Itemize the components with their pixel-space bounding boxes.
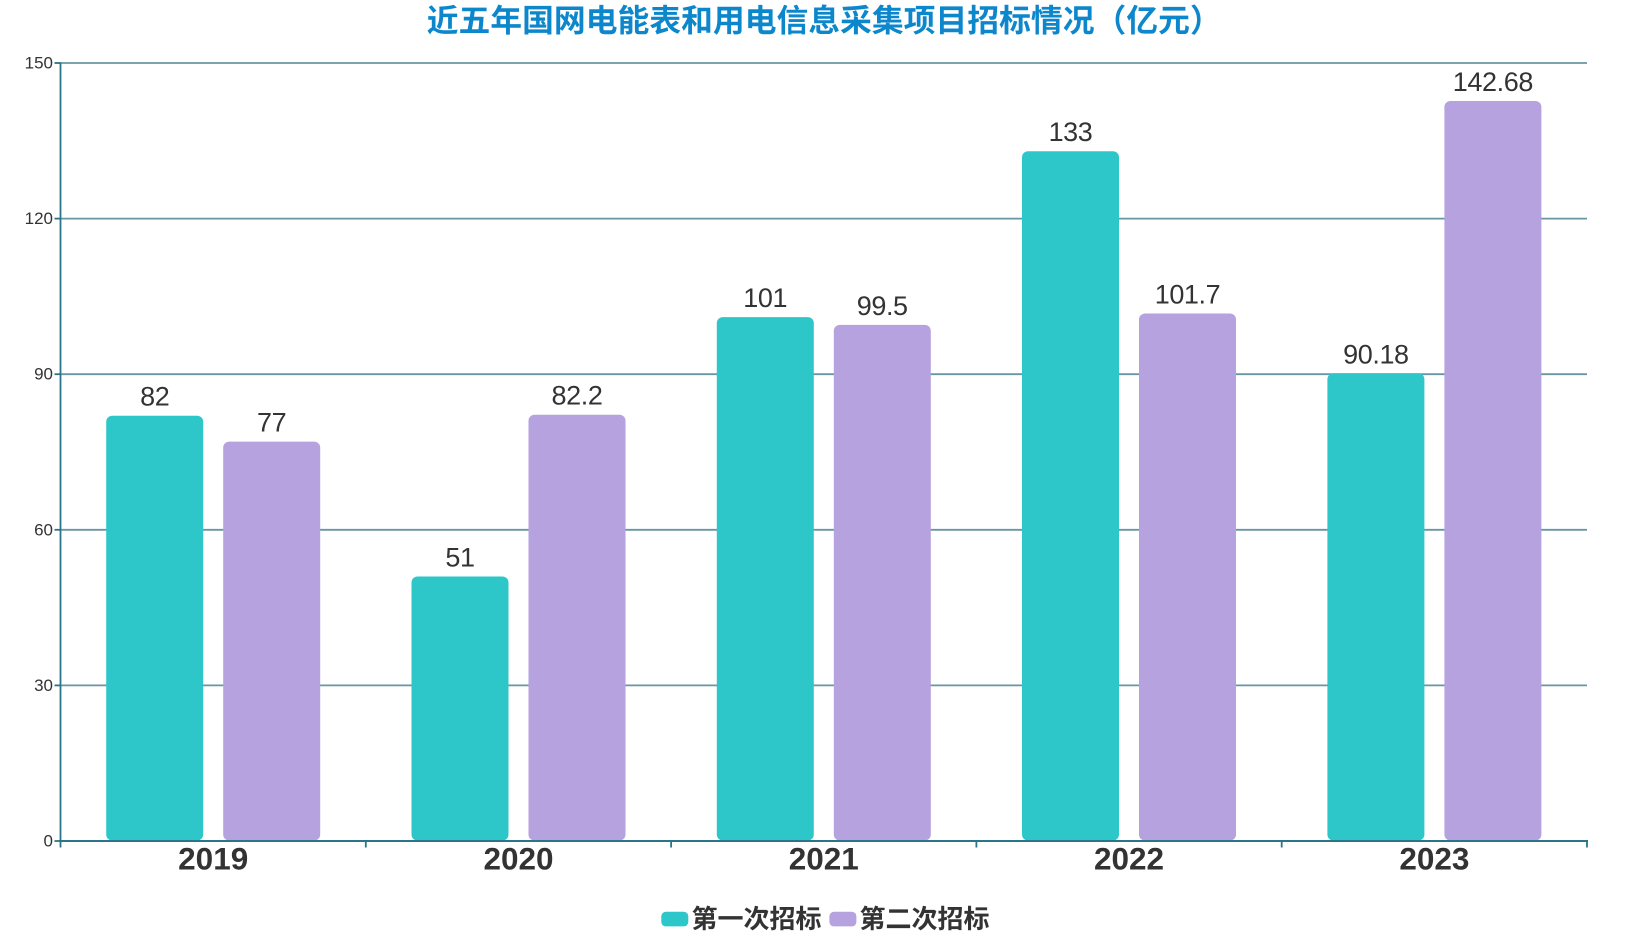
svg-text:30: 30 xyxy=(34,676,53,695)
svg-text:2020: 2020 xyxy=(483,841,553,877)
svg-text:133: 133 xyxy=(1049,117,1093,147)
svg-text:99.5: 99.5 xyxy=(857,291,908,321)
svg-text:2022: 2022 xyxy=(1094,841,1164,877)
svg-text:2021: 2021 xyxy=(789,841,859,877)
svg-text:90.18: 90.18 xyxy=(1343,339,1409,369)
svg-text:0: 0 xyxy=(44,832,53,851)
svg-text:90: 90 xyxy=(34,365,53,384)
svg-text:82.2: 82.2 xyxy=(552,381,603,411)
svg-text:2019: 2019 xyxy=(178,841,248,877)
svg-text:51: 51 xyxy=(445,543,474,573)
svg-text:150: 150 xyxy=(25,54,53,73)
svg-text:142.68: 142.68 xyxy=(1453,67,1533,97)
svg-text:120: 120 xyxy=(25,209,53,228)
svg-text:60: 60 xyxy=(34,520,53,539)
svg-text:77: 77 xyxy=(257,408,286,438)
svg-text:2023: 2023 xyxy=(1399,841,1469,877)
svg-text:101: 101 xyxy=(743,283,787,313)
svg-text:101.7: 101.7 xyxy=(1155,280,1221,310)
svg-text:82: 82 xyxy=(140,382,169,412)
